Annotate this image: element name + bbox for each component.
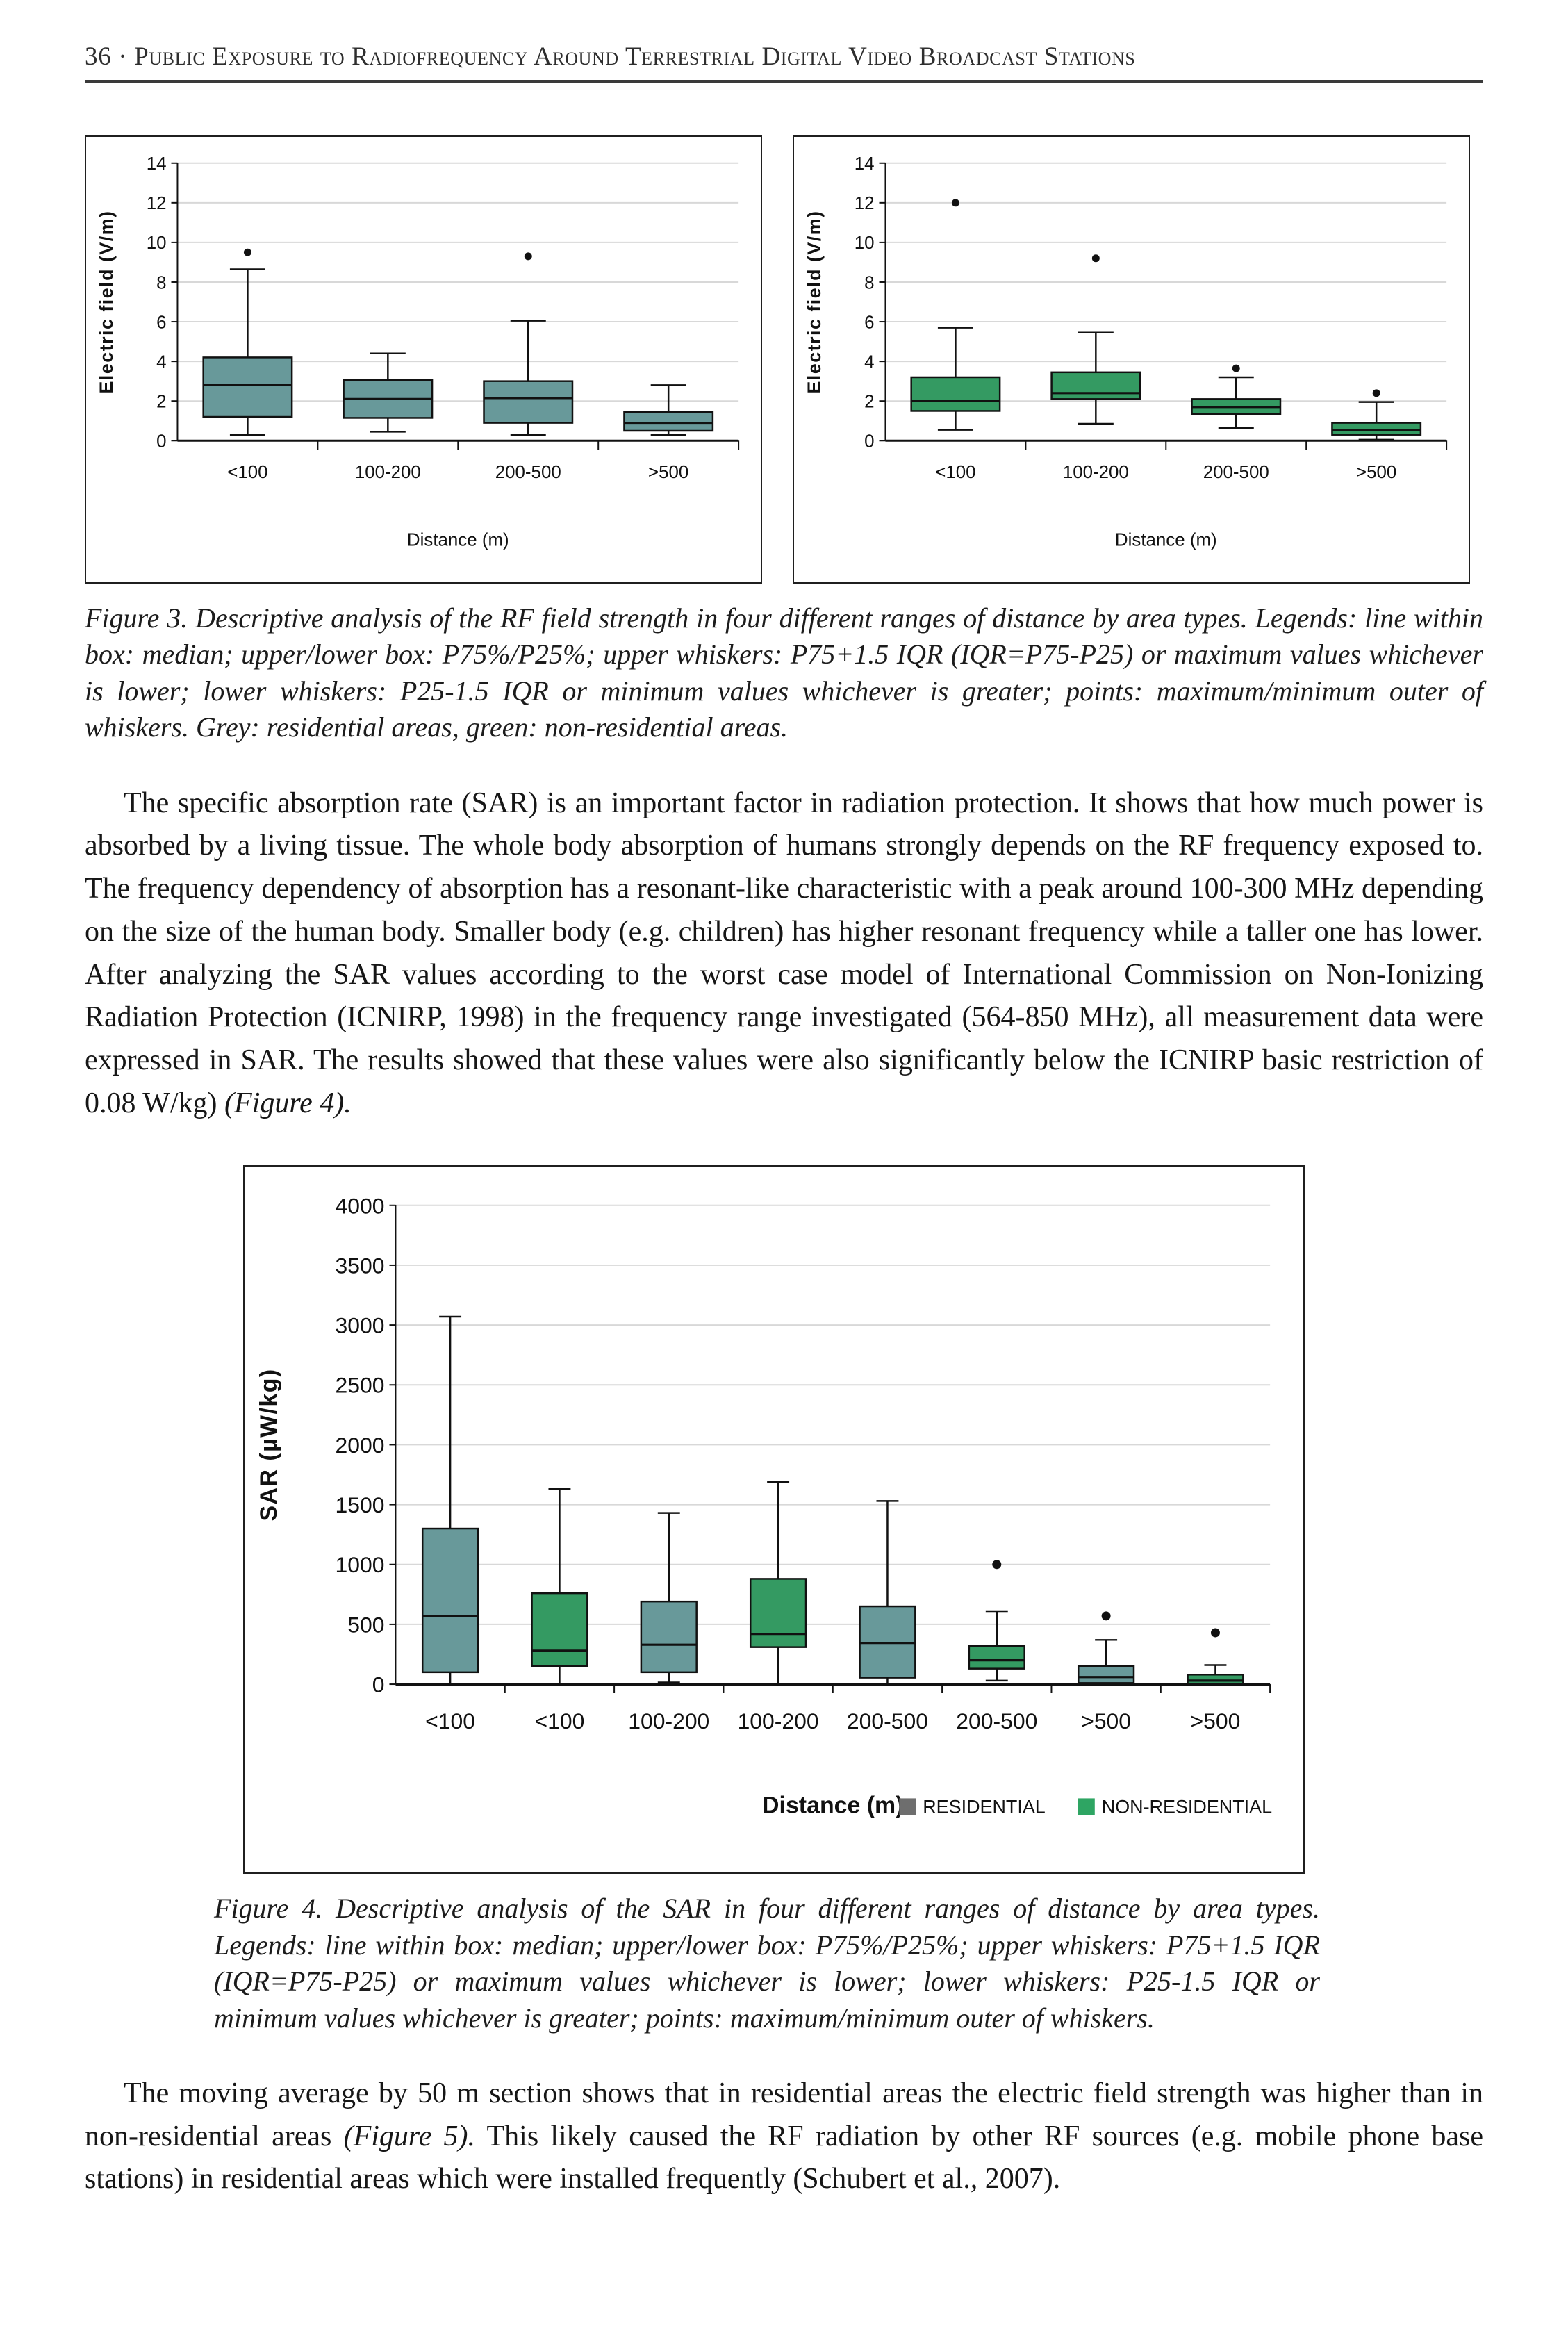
x-category-label: 100-200 <box>1063 463 1129 482</box>
figure-reference: (Figure 4). <box>224 1087 352 1119</box>
figure4-boxplot-svg: 0 500 1000 1500 2000 2500 3000 3500 4000 <100 <100… <box>256 1194 1272 1819</box>
legend-swatch <box>899 1798 916 1815</box>
figure3-charts-row: 0 2 4 6 8 10 12 14 <100 100-200 200-500 >500 Distanc… <box>85 135 1483 584</box>
y-tick-label: 2000 <box>336 1433 385 1458</box>
y-axis-title: Electric field (V/m) <box>96 211 117 394</box>
y-tick-label: 0 <box>864 432 874 452</box>
y-tick-label: 4000 <box>336 1194 385 1219</box>
x-category-label: 100-200 <box>628 1708 709 1733</box>
paragraph-text: The moving average by 50 m section shows… <box>85 2077 1483 2152</box>
y-tick-label: 4 <box>156 352 166 372</box>
box <box>623 411 714 432</box>
y-tick-label: 2 <box>864 393 874 412</box>
running-header: 36 · Public Exposure to Radiofrequency Aro… <box>85 42 1483 72</box>
legend-label: RESIDENTIAL <box>923 1797 1046 1818</box>
y-tick-label: 10 <box>147 233 167 253</box>
outlier-point <box>243 248 251 256</box>
box <box>531 1592 588 1667</box>
box <box>1077 1665 1135 1685</box>
figure3-residential-boxplot-svg: 0 2 4 6 8 10 12 14 <100 100-200 200-500 >500 Distanc… <box>96 154 740 550</box>
figure4-chart-frame: 0 500 1000 1500 2000 2500 3000 3500 4000 <100 <100… <box>243 1165 1305 1875</box>
y-tick-label: 10 <box>855 233 875 253</box>
header-separator: · <box>118 42 128 71</box>
y-tick-label: 0 <box>372 1672 385 1697</box>
outlier-point <box>1210 1628 1220 1638</box>
box <box>421 1528 479 1674</box>
y-tick-label: 12 <box>855 194 875 213</box>
paragraph-moving-average: The moving average by 50 m section shows… <box>85 2073 1483 2201</box>
outlier-point <box>992 1560 1002 1570</box>
x-category-label: 200-500 <box>847 1708 928 1733</box>
y-tick-label: 8 <box>156 273 166 293</box>
outlier-point <box>951 199 959 207</box>
box <box>1187 1674 1244 1685</box>
box <box>202 356 293 418</box>
figure-reference: (Figure 5). <box>343 2120 476 2152</box>
header-rule <box>85 80 1483 83</box>
header-title: Public Exposure to Radiofrequency Around… <box>134 42 1136 71</box>
paragraph-sar: The specific absorption rate (SAR) is an… <box>85 782 1483 1126</box>
x-axis-title: Distance (m) <box>1115 530 1217 550</box>
x-category-label: <100 <box>227 463 267 482</box>
paragraph-text: This likely caused the RF radiation by o… <box>85 2120 1483 2196</box>
x-category-label: 100-200 <box>355 463 421 482</box>
x-category-label: <100 <box>535 1708 585 1733</box>
y-tick-label: 500 <box>347 1613 384 1638</box>
y-tick-label: 1500 <box>336 1493 385 1518</box>
page-content: 36 · Public Exposure to Radiofrequency Aro… <box>85 42 1483 2201</box>
y-tick-label: 0 <box>156 432 166 452</box>
x-category-label: 200-500 <box>1203 463 1269 482</box>
outlier-point <box>1372 389 1380 397</box>
y-tick-label: 8 <box>864 273 874 293</box>
x-category-label: 200-500 <box>956 1708 1037 1733</box>
y-tick-label: 3000 <box>336 1313 385 1338</box>
x-category-label: 200-500 <box>495 463 561 482</box>
x-category-label: <100 <box>425 1708 475 1733</box>
x-category-label: >500 <box>648 463 688 482</box>
box <box>483 380 574 424</box>
y-tick-label: 12 <box>147 194 167 213</box>
box <box>640 1601 698 1674</box>
box <box>749 1578 807 1649</box>
figure3-nonresidential-chart-frame: 0 2 4 6 8 10 12 14 <100 100-200 200-500 >500 Distanc… <box>793 135 1470 584</box>
x-category-label: >500 <box>1081 1708 1131 1733</box>
x-category-label: >500 <box>1356 463 1396 482</box>
x-axis-title: Distance (m) <box>407 530 509 550</box>
y-axis-title: Electric field (V/m) <box>804 211 825 394</box>
y-axis-title: SAR (µW/kg) <box>256 1369 282 1522</box>
x-axis-title: Distance (m) <box>762 1793 903 1819</box>
outlier-point <box>1101 1611 1111 1621</box>
legend-swatch <box>1078 1798 1095 1815</box>
y-tick-label: 3500 <box>336 1253 385 1278</box>
outlier-point <box>524 252 532 261</box>
x-category-label: 100-200 <box>738 1708 819 1733</box>
x-category-label: >500 <box>1191 1708 1241 1733</box>
x-category-label: <100 <box>935 463 975 482</box>
y-tick-label: 14 <box>147 154 167 174</box>
box <box>968 1645 1025 1670</box>
y-tick-label: 14 <box>855 154 875 174</box>
y-tick-label: 2 <box>156 393 166 412</box>
box <box>1050 371 1141 400</box>
outlier-point <box>1232 364 1240 372</box>
outlier-point <box>1091 254 1100 263</box>
y-tick-label: 6 <box>864 313 874 332</box>
y-tick-label: 2500 <box>336 1373 385 1398</box>
y-tick-label: 4 <box>864 352 874 372</box>
y-tick-label: 1000 <box>336 1553 385 1578</box>
page-number: 36 <box>85 42 112 71</box>
y-tick-label: 6 <box>156 313 166 332</box>
legend-label: NON-RESIDENTIAL <box>1102 1797 1272 1818</box>
box <box>910 376 1001 412</box>
figure3-residential-chart-frame: 0 2 4 6 8 10 12 14 <100 100-200 200-500 >500 Distanc… <box>85 135 762 584</box>
paragraph-text: The specific absorption rate (SAR) is an… <box>85 786 1483 1119</box>
figure3-nonresidential-boxplot-svg: 0 2 4 6 8 10 12 14 <100 100-200 200-500 >500 Distanc… <box>804 154 1448 550</box>
figure4-chart-row: 0 500 1000 1500 2000 2500 3000 3500 4000 <100 <100… <box>243 1165 1483 1875</box>
figure4-caption: Figure 4. Descriptive analysis of the SA… <box>214 1893 1320 2034</box>
figure3-caption: Figure 3. Descriptive analysis of the RF… <box>85 602 1483 743</box>
